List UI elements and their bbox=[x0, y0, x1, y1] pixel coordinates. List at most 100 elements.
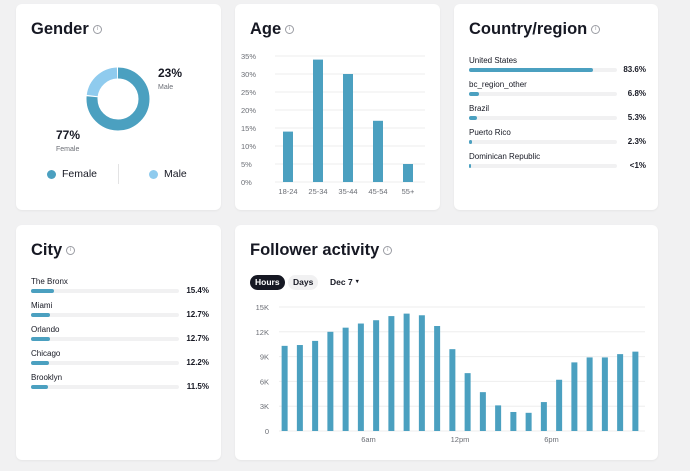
x-tick-label: 35-44 bbox=[338, 187, 357, 196]
activity-bar[interactable] bbox=[388, 316, 395, 431]
activity-bar[interactable] bbox=[556, 379, 563, 431]
age-bar[interactable] bbox=[283, 131, 293, 182]
list-item-pct: 12.7% bbox=[186, 334, 209, 343]
legend-male: Male bbox=[149, 168, 187, 180]
activity-bar[interactable] bbox=[312, 340, 319, 431]
activity-bar[interactable] bbox=[601, 357, 608, 431]
activity-bar[interactable] bbox=[540, 402, 547, 431]
list-item-bar bbox=[31, 289, 54, 293]
gender-card: Gender i 23% Male 77% Female Female Male bbox=[16, 4, 221, 210]
gender-donut-chart bbox=[86, 67, 150, 131]
legend-female: Female bbox=[47, 168, 97, 180]
list-item-pct: 83.6% bbox=[623, 65, 646, 74]
info-icon[interactable]: i bbox=[383, 246, 393, 255]
activity-bar[interactable] bbox=[357, 323, 364, 431]
city-card: City i The Bronx 15.4% Miami 12.7% Orlando 12… bbox=[16, 225, 221, 460]
y-tick-label: 15% bbox=[241, 124, 256, 133]
activity-bar[interactable] bbox=[571, 362, 578, 431]
list-item: bc_region_other 6.8% bbox=[469, 80, 646, 100]
x-tick-label: 6pm bbox=[544, 435, 559, 444]
list-item-track bbox=[469, 68, 617, 72]
activity-bar[interactable] bbox=[296, 345, 303, 431]
age-bar[interactable] bbox=[313, 59, 323, 182]
list-item-bar bbox=[469, 68, 593, 72]
list-item: Dominican Republic <1% bbox=[469, 152, 646, 172]
x-tick-label: 25-34 bbox=[308, 187, 327, 196]
y-tick-label: 15K bbox=[256, 303, 269, 312]
list-item-track bbox=[469, 164, 617, 168]
list-item-label: Dominican Republic bbox=[469, 152, 541, 161]
date-dropdown-label: Dec 7 bbox=[330, 277, 353, 287]
list-item-track bbox=[31, 385, 179, 389]
list-item-track bbox=[469, 140, 617, 144]
male-label: Male bbox=[158, 84, 174, 91]
y-tick-label: 12K bbox=[256, 328, 269, 337]
country-title: Country/region i bbox=[469, 20, 601, 39]
activity-bar[interactable] bbox=[327, 331, 334, 431]
chevron-down-icon: ▾ bbox=[355, 279, 359, 285]
info-icon[interactable]: i bbox=[591, 25, 601, 34]
age-title: Age i bbox=[250, 20, 295, 39]
activity-bar[interactable] bbox=[510, 411, 517, 431]
activity-bar[interactable] bbox=[281, 345, 288, 431]
list-item-pct: 12.2% bbox=[186, 358, 209, 367]
list-item-label: Chicago bbox=[31, 349, 61, 358]
age-bar-chart: 0% 5% 10% 15% 20% 25% 30% 35% 18-24 25-34 35-44 45-… bbox=[241, 52, 425, 196]
activity-bar[interactable] bbox=[434, 326, 441, 431]
list-item: Brazil 5.3% bbox=[469, 104, 646, 124]
list-item-label: United States bbox=[469, 56, 518, 65]
y-tick-label: 0 bbox=[265, 427, 269, 436]
activity-bar[interactable] bbox=[525, 412, 532, 431]
activity-bar[interactable] bbox=[495, 405, 502, 431]
list-item-bar bbox=[469, 164, 471, 168]
info-icon[interactable]: i bbox=[66, 246, 76, 255]
country-card: Country/region i United States 83.6% bc_re… bbox=[454, 4, 658, 210]
info-icon[interactable]: i bbox=[92, 25, 102, 34]
city-title: City i bbox=[31, 241, 76, 260]
list-item-pct: 15.4% bbox=[186, 286, 209, 295]
list-item-track bbox=[31, 313, 179, 317]
list-item-label: Orlando bbox=[31, 325, 60, 334]
y-tick-label: 9K bbox=[260, 353, 269, 362]
y-tick-label: 6K bbox=[260, 377, 269, 386]
list-item: United States 83.6% bbox=[469, 56, 646, 76]
list-item-bar bbox=[469, 92, 480, 96]
list-item-label: Miami bbox=[31, 301, 53, 310]
date-dropdown[interactable]: Dec 7 ▾ bbox=[330, 275, 359, 290]
activity-bar[interactable] bbox=[464, 373, 471, 431]
activity-bar[interactable] bbox=[479, 392, 486, 431]
activity-bar[interactable] bbox=[449, 349, 456, 431]
x-tick-label: 18-24 bbox=[278, 187, 297, 196]
activity-bar[interactable] bbox=[342, 327, 349, 431]
info-icon[interactable]: i bbox=[285, 25, 295, 34]
tab-hours[interactable]: Hours bbox=[250, 275, 285, 290]
tab-days[interactable]: Days bbox=[288, 275, 319, 290]
age-bar[interactable] bbox=[373, 120, 383, 182]
legend-divider bbox=[118, 164, 119, 184]
list-item-track bbox=[31, 337, 179, 341]
follower-activity-title: Follower activity i bbox=[250, 241, 393, 260]
follower-activity-card: Follower activity i Hours Days Dec 7 ▾ 0… bbox=[235, 225, 658, 460]
list-item: Brooklyn 11.5% bbox=[31, 373, 209, 393]
male-pct: 23% bbox=[158, 66, 183, 80]
donut-slice-female[interactable] bbox=[86, 67, 150, 131]
age-bar[interactable] bbox=[403, 164, 413, 182]
list-item-pct: 5.3% bbox=[627, 113, 646, 122]
list-item-bar bbox=[469, 116, 477, 120]
activity-bar[interactable] bbox=[586, 357, 593, 431]
activity-bar[interactable] bbox=[617, 354, 624, 431]
list-item-track bbox=[469, 116, 617, 120]
activity-bar[interactable] bbox=[418, 315, 425, 431]
list-item-pct: <1% bbox=[629, 161, 646, 170]
x-tick-label: 45-54 bbox=[368, 187, 387, 196]
y-tick-label: 3K bbox=[260, 402, 269, 411]
x-tick-label: 12pm bbox=[451, 435, 470, 444]
list-item: Chicago 12.2% bbox=[31, 349, 209, 369]
y-tick-label: 10% bbox=[241, 142, 256, 151]
x-tick-label: 55+ bbox=[402, 187, 415, 196]
activity-bar[interactable] bbox=[373, 320, 380, 431]
y-tick-label: 25% bbox=[241, 88, 256, 97]
activity-bar[interactable] bbox=[403, 313, 410, 431]
age-bar[interactable] bbox=[343, 74, 353, 182]
activity-bar[interactable] bbox=[632, 351, 639, 431]
